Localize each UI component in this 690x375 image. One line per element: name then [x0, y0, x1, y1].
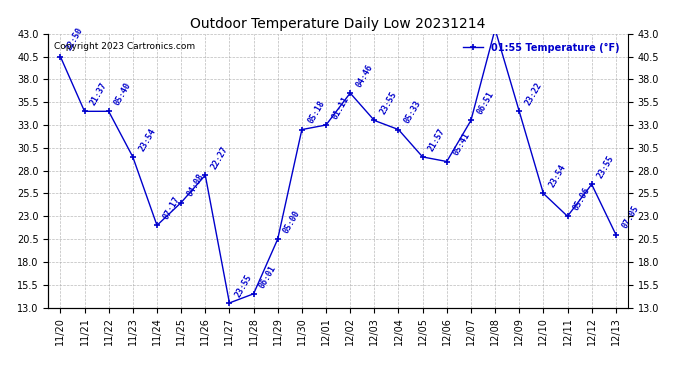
Text: 23:55: 23:55 [596, 154, 616, 180]
Text: 05:06: 05:06 [572, 186, 592, 212]
Text: 07:05: 07:05 [620, 204, 640, 230]
Text: 05:41: 05:41 [451, 131, 471, 158]
Text: 23:22: 23:22 [524, 81, 544, 107]
Text: 05:00: 05:00 [282, 209, 302, 235]
Text: 05:18: 05:18 [306, 99, 326, 125]
Text: 04:08: 04:08 [186, 172, 206, 198]
Legend: 01:55 Temperature (°F): 01:55 Temperature (°F) [460, 39, 623, 57]
Text: 04:46: 04:46 [355, 63, 375, 89]
Text: 05:40: 05:40 [113, 81, 133, 107]
Text: 23:54: 23:54 [137, 127, 157, 153]
Text: Copyright 2023 Cartronics.com: Copyright 2023 Cartronics.com [54, 42, 195, 51]
Text: 22:27: 22:27 [210, 145, 230, 171]
Text: 21:37: 21:37 [89, 81, 109, 107]
Text: 22:50: 22:50 [65, 26, 85, 53]
Text: 06:01: 06:01 [258, 264, 278, 290]
Text: 06:51: 06:51 [475, 90, 495, 116]
Text: 01:11: 01:11 [331, 94, 351, 121]
Text: 21:57: 21:57 [427, 127, 447, 153]
Text: 07:17: 07:17 [161, 195, 181, 221]
Text: 05:33: 05:33 [403, 99, 423, 125]
Text: 23:55: 23:55 [379, 90, 399, 116]
Text: 23:55: 23:55 [234, 273, 254, 299]
Text: 23:54: 23:54 [548, 163, 568, 189]
Text: 01:55: 01:55 [0, 374, 1, 375]
Title: Outdoor Temperature Daily Low 20231214: Outdoor Temperature Daily Low 20231214 [190, 17, 486, 31]
